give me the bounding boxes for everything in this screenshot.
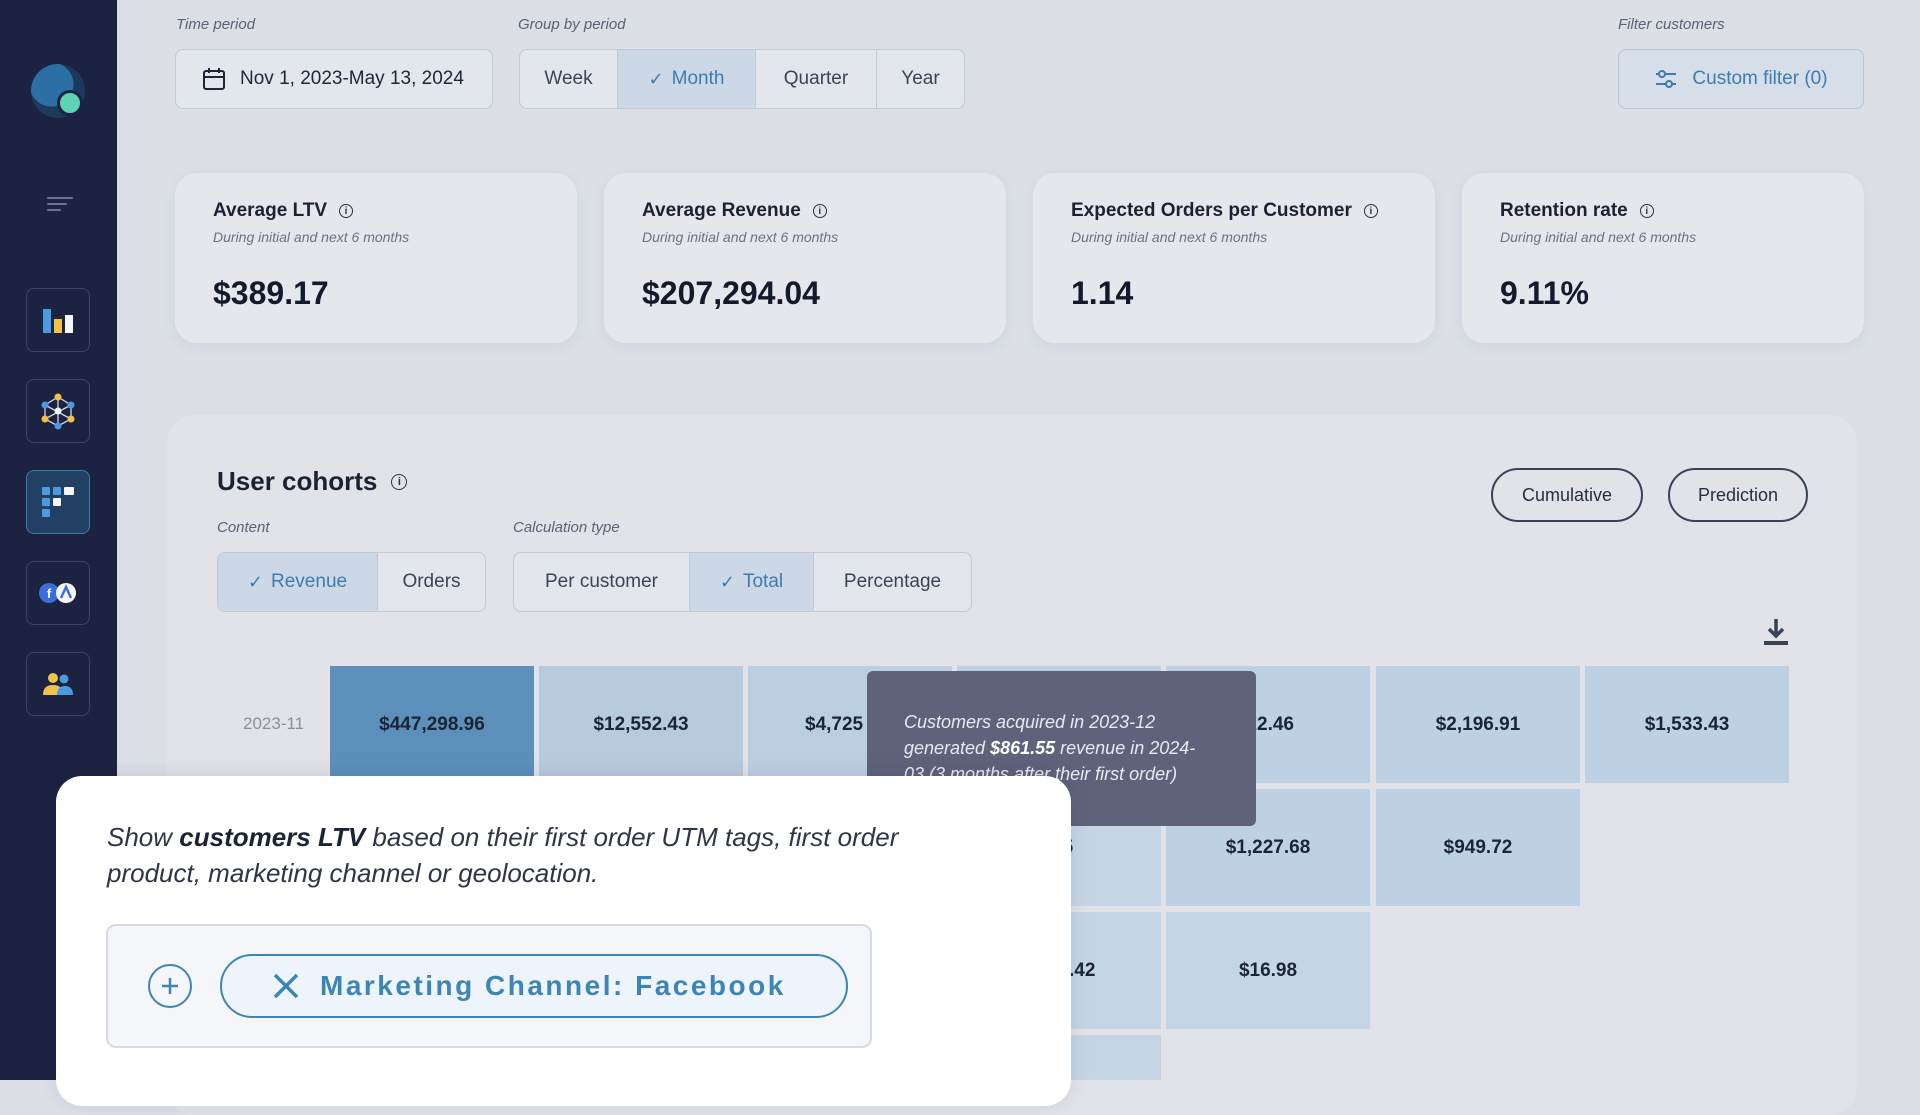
kpi-title: Retention rate (1500, 200, 1628, 221)
kpi-subtitle: During initial and next 6 months (1500, 229, 1697, 245)
kpi-subtitle: During initial and next 6 months (642, 229, 839, 245)
bar-chart-icon (43, 309, 73, 333)
info-icon[interactable]: i (1363, 204, 1378, 218)
nav-dashboard-button[interactable] (26, 288, 90, 352)
facebook-ads-icon: f (39, 583, 76, 603)
filter-customers-label: Filter customers (1618, 16, 1725, 33)
grid-icon (42, 487, 74, 517)
plus-icon (162, 978, 178, 994)
cohort-cell[interactable]: $16.98 (1166, 912, 1370, 1029)
info-icon[interactable]: i (391, 473, 408, 490)
kpi-value: 1.14 (1071, 275, 1134, 311)
group-by-label: Group by period (518, 16, 626, 33)
users-icon (43, 673, 73, 695)
sliders-icon (1656, 70, 1677, 88)
kpi-card-orders: Expected Orders per Customer i During ini… (1033, 173, 1435, 343)
calculation-segmented: Per customer Total Percentage (513, 552, 972, 612)
app-logo[interactable] (31, 64, 85, 118)
overlay-description: Show customers LTV based on their first … (107, 822, 899, 888)
kpi-subtitle: During initial and next 6 months (213, 229, 410, 245)
download-icon[interactable] (1762, 617, 1790, 647)
filter-chip-container: Marketing Channel: Facebook (106, 924, 872, 1048)
sidebar: f (0, 0, 117, 1080)
cohort-cell[interactable]: $2,196.91 (1376, 666, 1580, 783)
date-range-value: Nov 1, 2023-May 13, 2024 (240, 68, 464, 89)
kpi-title: Expected Orders per Customer (1071, 200, 1352, 221)
calc-per-customer-option[interactable]: Per customer (514, 553, 690, 611)
content-orders-option[interactable]: Orders (402, 571, 461, 592)
group-quarter-option[interactable]: Quarter (756, 50, 877, 108)
cumulative-button[interactable]: Cumulative (1491, 468, 1643, 522)
group-by-segmented: Week Month Quarter Year (519, 49, 965, 109)
kpi-subtitle: During initial and next 6 months (1071, 229, 1268, 245)
calc-percentage-option[interactable]: Percentage (843, 571, 942, 592)
chip-label: Marketing Channel: Facebook (320, 970, 786, 1001)
collapse-menu-icon[interactable] (47, 193, 73, 213)
kpi-value: $207,294.04 (642, 275, 820, 311)
content-revenue-option[interactable]: Revenue (218, 553, 378, 611)
calc-total-option[interactable]: Total (690, 553, 814, 611)
custom-filter-label: Custom filter (0) (1692, 68, 1828, 89)
custom-filter-button[interactable]: Custom filter (0) (1618, 49, 1864, 109)
group-month-option[interactable]: Month (618, 50, 756, 108)
ltv-feature-overlay: Show customers LTV based on their first … (56, 776, 1071, 1106)
logo-dot (57, 90, 83, 116)
kpi-card-retention: Retention rate i During initial and next … (1462, 173, 1864, 343)
group-week-option[interactable]: Week (520, 50, 618, 108)
content-segmented: Revenue Orders (217, 552, 486, 612)
date-range-picker[interactable]: Nov 1, 2023-May 13, 2024 (175, 49, 493, 109)
prediction-button[interactable]: Prediction (1668, 468, 1808, 522)
content-label: Content (217, 519, 270, 536)
cohort-cell[interactable]: $447,298.96 (330, 666, 534, 783)
nav-network-button[interactable] (26, 379, 90, 443)
svg-text:f: f (47, 586, 52, 601)
add-filter-button[interactable] (148, 964, 192, 1008)
kpi-title: Average Revenue (642, 200, 801, 221)
nav-cohorts-button[interactable] (26, 470, 90, 534)
tooltip-line2: generated $861.55 revenue in 2024- (904, 738, 1196, 758)
kpi-title: Average LTV (213, 200, 328, 221)
cohort-cell[interactable]: $1,533.43 (1585, 666, 1789, 783)
tooltip-line1: Customers acquired in 2023-12 (904, 712, 1156, 732)
nav-customers-button[interactable] (26, 652, 90, 716)
network-icon (41, 393, 75, 430)
kpi-value: 9.11% (1500, 275, 1589, 311)
nav-integrations-button[interactable]: f (26, 561, 90, 625)
overlay-emphasis: customers LTV (179, 822, 366, 852)
group-year-option[interactable]: Year (901, 68, 940, 89)
info-icon[interactable]: i (339, 204, 354, 218)
info-icon[interactable]: i (812, 204, 827, 218)
cohort-cell[interactable]: $949.72 (1376, 789, 1580, 906)
kpi-card-ltv: Average LTV i During initial and next 6 m… (175, 173, 577, 343)
time-period-label: Time period (176, 16, 256, 33)
calculation-type-label: Calculation type (513, 519, 620, 536)
cohort-row-label: 2023-11 (243, 714, 305, 733)
close-icon[interactable] (272, 972, 300, 1000)
user-cohorts-title: User cohorts i (217, 466, 408, 497)
kpi-value: $389.17 (213, 275, 329, 311)
tooltip-amount: $861.55 (990, 738, 1056, 758)
kpi-card-revenue: Average Revenue i During initial and next… (604, 173, 1006, 343)
marketing-channel-chip[interactable]: Marketing Channel: Facebook (220, 954, 848, 1018)
cohort-cell[interactable]: $12,552.43 (539, 666, 743, 783)
info-icon[interactable]: i (1639, 204, 1654, 218)
cohorts-title-text: User cohorts (217, 466, 378, 496)
calendar-icon (203, 68, 225, 90)
